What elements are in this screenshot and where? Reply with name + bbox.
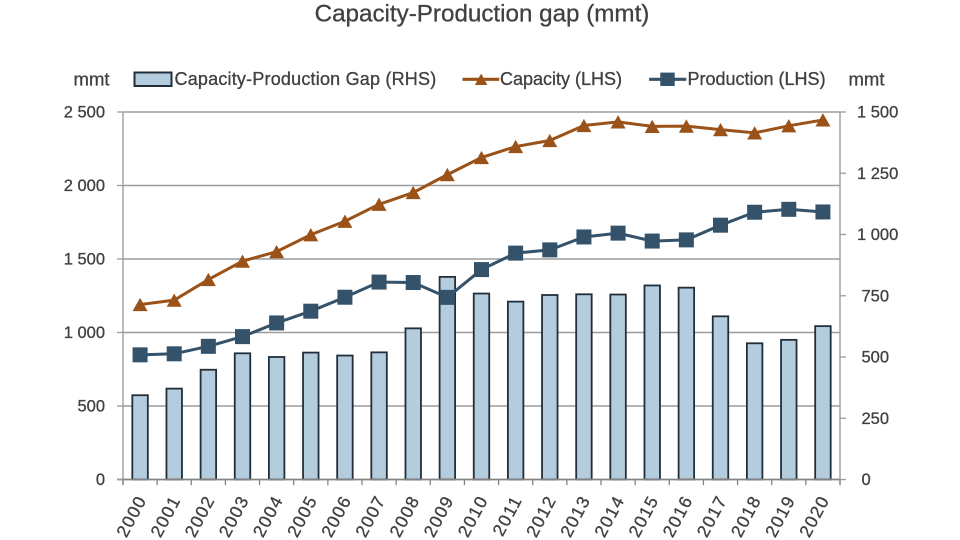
svg-text:Capacity (LHS): Capacity (LHS) [500, 69, 622, 89]
svg-text:Capacity-Production gap (mmt): Capacity-Production gap (mmt) [315, 0, 650, 27]
svg-text:250: 250 [862, 410, 890, 428]
svg-text:2001: 2001 [146, 492, 184, 540]
svg-text:2006: 2006 [317, 492, 355, 540]
svg-text:2000: 2000 [112, 492, 150, 540]
svg-text:2012: 2012 [522, 492, 560, 540]
svg-text:500: 500 [862, 349, 890, 367]
svg-text:1 000: 1 000 [857, 226, 898, 244]
svg-text:2008: 2008 [385, 492, 423, 540]
svg-text:2014: 2014 [590, 492, 628, 540]
svg-text:2005: 2005 [283, 492, 321, 540]
svg-text:0: 0 [96, 471, 105, 489]
svg-text:2007: 2007 [351, 492, 389, 540]
svg-text:mmt: mmt [849, 69, 885, 90]
svg-text:2016: 2016 [659, 492, 697, 540]
svg-text:2002: 2002 [181, 492, 219, 540]
svg-text:2015: 2015 [624, 492, 662, 540]
svg-text:1 000: 1 000 [64, 324, 105, 342]
svg-text:mmt: mmt [74, 69, 110, 90]
svg-text:2013: 2013 [556, 492, 594, 540]
svg-text:1 250: 1 250 [857, 165, 898, 183]
svg-text:2003: 2003 [215, 492, 253, 540]
svg-text:2020: 2020 [795, 492, 833, 540]
svg-text:500: 500 [77, 398, 105, 416]
svg-text:2011: 2011 [488, 492, 526, 539]
svg-text:2009: 2009 [420, 492, 458, 540]
svg-text:2017: 2017 [693, 492, 731, 540]
svg-text:2018: 2018 [727, 492, 765, 540]
svg-text:2004: 2004 [249, 492, 287, 540]
svg-text:1 500: 1 500 [64, 251, 105, 269]
svg-text:Capacity-Production Gap (RHS): Capacity-Production Gap (RHS) [175, 69, 437, 89]
svg-text:0: 0 [862, 471, 871, 489]
svg-text:2019: 2019 [761, 492, 799, 540]
svg-text:2010: 2010 [454, 492, 492, 540]
svg-text:2 000: 2 000 [64, 177, 105, 195]
svg-text:750: 750 [862, 287, 890, 305]
svg-text:2 500: 2 500 [64, 104, 105, 122]
svg-text:Production (LHS): Production (LHS) [688, 69, 826, 89]
svg-text:1 500: 1 500 [857, 104, 898, 122]
